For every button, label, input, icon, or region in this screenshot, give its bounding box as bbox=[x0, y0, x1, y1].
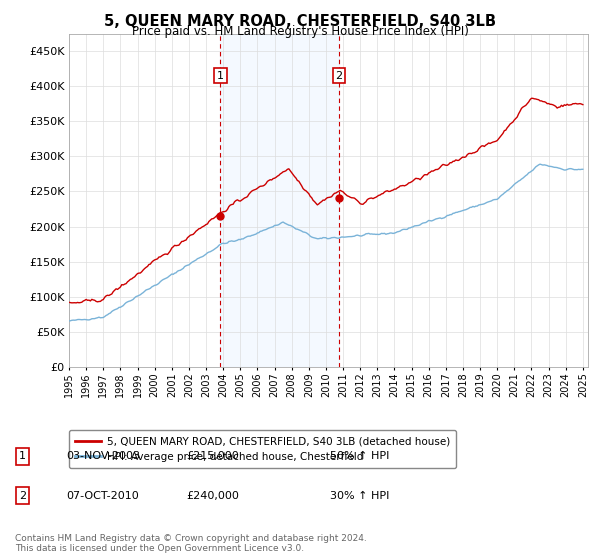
Text: Price paid vs. HM Land Registry's House Price Index (HPI): Price paid vs. HM Land Registry's House … bbox=[131, 25, 469, 38]
Text: 2: 2 bbox=[19, 491, 26, 501]
Bar bbox=[220, 34, 339, 367]
Text: 1: 1 bbox=[19, 451, 26, 461]
Text: 5, QUEEN MARY ROAD, CHESTERFIELD, S40 3LB: 5, QUEEN MARY ROAD, CHESTERFIELD, S40 3L… bbox=[104, 14, 496, 29]
Text: 1: 1 bbox=[217, 71, 224, 81]
Legend: 5, QUEEN MARY ROAD, CHESTERFIELD, S40 3LB (detached house), HPI: Average price, : 5, QUEEN MARY ROAD, CHESTERFIELD, S40 3L… bbox=[69, 430, 456, 468]
Text: 03-NOV-2003: 03-NOV-2003 bbox=[66, 451, 140, 461]
Text: £240,000: £240,000 bbox=[186, 491, 239, 501]
Text: 50% ↑ HPI: 50% ↑ HPI bbox=[330, 451, 389, 461]
Text: 2: 2 bbox=[335, 71, 343, 81]
Text: Contains HM Land Registry data © Crown copyright and database right 2024.
This d: Contains HM Land Registry data © Crown c… bbox=[15, 534, 367, 553]
Text: 07-OCT-2010: 07-OCT-2010 bbox=[66, 491, 139, 501]
Text: 30% ↑ HPI: 30% ↑ HPI bbox=[330, 491, 389, 501]
Text: £215,000: £215,000 bbox=[186, 451, 239, 461]
